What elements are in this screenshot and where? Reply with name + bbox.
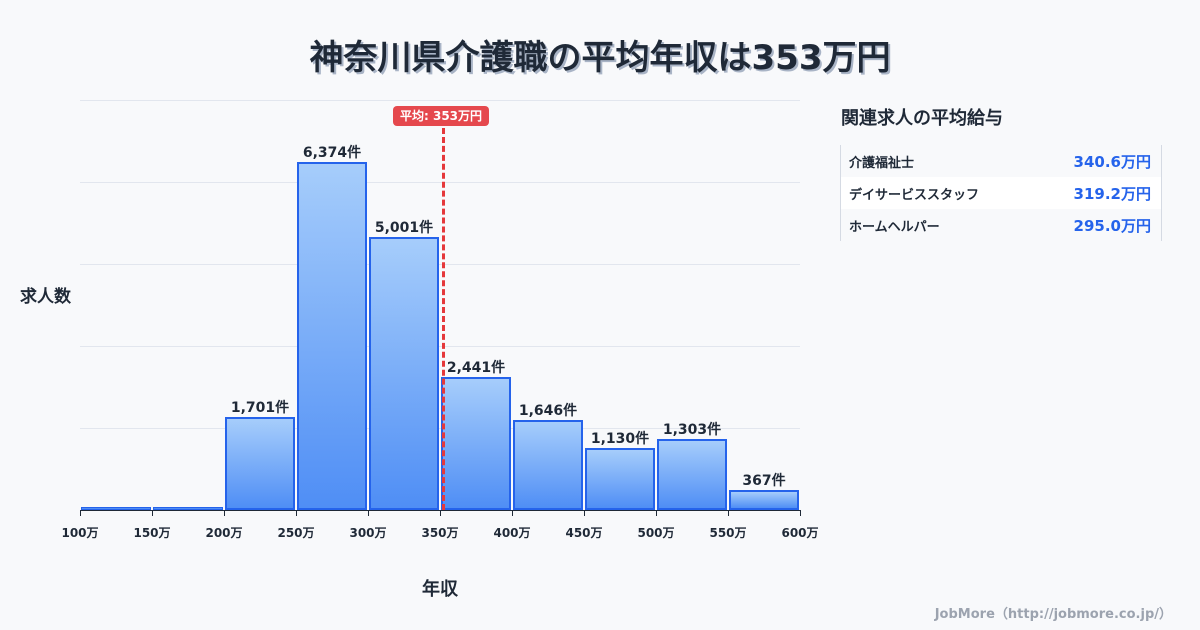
bar-value-label: 1,303件	[662, 422, 722, 438]
x-tick	[224, 510, 225, 516]
x-tick-label: 550万	[709, 526, 747, 540]
x-axis-label: 年収	[422, 579, 458, 600]
x-tick-label: 250万	[277, 526, 315, 540]
x-tick	[80, 510, 81, 516]
gridline	[80, 100, 800, 101]
x-tick-label: 100万	[61, 526, 99, 540]
x-tick	[656, 510, 657, 516]
related-salary-row: デイサービススタッフ 319.2万円	[841, 177, 1161, 209]
x-tick-label: 350万	[421, 526, 459, 540]
mean-badge: 平均: 353万円	[393, 106, 490, 126]
job-name: 介護福祉士	[849, 155, 915, 171]
job-salary: 319.2万円	[1073, 184, 1151, 203]
histogram-bar	[729, 490, 799, 510]
gridline	[80, 346, 800, 347]
x-tick-label: 300万	[349, 526, 387, 540]
gridline	[80, 182, 800, 183]
job-name: ホームヘルパー	[849, 219, 940, 235]
histogram-bar	[513, 420, 583, 510]
related-salary-title: 関連求人の平均給与	[841, 108, 1003, 129]
x-tick	[800, 510, 801, 516]
gridline	[80, 428, 800, 429]
source-credit: JobMore（http://jobmore.co.jp/）	[934, 607, 1172, 622]
histogram-bar	[153, 507, 223, 510]
related-salary-table: 介護福祉士 340.6万円 デイサービススタッフ 319.2万円 ホームヘルパー…	[840, 145, 1162, 241]
histogram-bar	[369, 237, 439, 510]
x-tick	[296, 510, 297, 516]
job-name: デイサービススタッフ	[849, 187, 980, 203]
job-salary: 340.6万円	[1073, 152, 1151, 171]
y-axis-label: 求人数	[20, 287, 71, 307]
x-tick	[512, 510, 513, 516]
bar-value-label: 2,441件	[446, 360, 506, 376]
x-tick-label: 450万	[565, 526, 603, 540]
histogram-bar	[81, 507, 151, 510]
x-tick	[584, 510, 585, 516]
x-tick	[368, 510, 369, 516]
x-tick-label: 200万	[205, 526, 243, 540]
histogram-bar	[441, 377, 511, 510]
x-tick-label: 400万	[493, 526, 531, 540]
mean-line	[442, 128, 445, 510]
gridline	[80, 264, 800, 265]
bar-value-label: 1,646件	[518, 403, 578, 419]
related-salary-row: 介護福祉士 340.6万円	[841, 145, 1161, 177]
page-title: 神奈川県介護職の平均年収は353万円	[309, 38, 891, 78]
bar-value-label: 6,374件	[302, 145, 362, 161]
histogram-bar	[585, 448, 655, 510]
histogram-bar	[297, 162, 367, 510]
x-tick-label: 600万	[781, 526, 819, 540]
bar-value-label: 1,130件	[590, 431, 650, 447]
x-tick-label: 150万	[133, 526, 171, 540]
bar-value-label: 5,001件	[374, 220, 434, 236]
histogram-bar	[225, 417, 295, 510]
x-tick	[440, 510, 441, 516]
related-salary-row: ホームヘルパー 295.0万円	[841, 209, 1161, 241]
job-salary: 295.0万円	[1073, 216, 1151, 235]
x-tick	[728, 510, 729, 516]
bar-value-label: 1,701件	[230, 400, 290, 416]
histogram-bar	[657, 439, 727, 510]
x-tick-label: 500万	[637, 526, 675, 540]
bar-value-label: 367件	[742, 473, 786, 489]
x-tick	[152, 510, 153, 516]
histogram-plot: 1,701件 6,374件 5,001件 2,441件 1,646件 1,130件 1,30…	[80, 100, 800, 510]
